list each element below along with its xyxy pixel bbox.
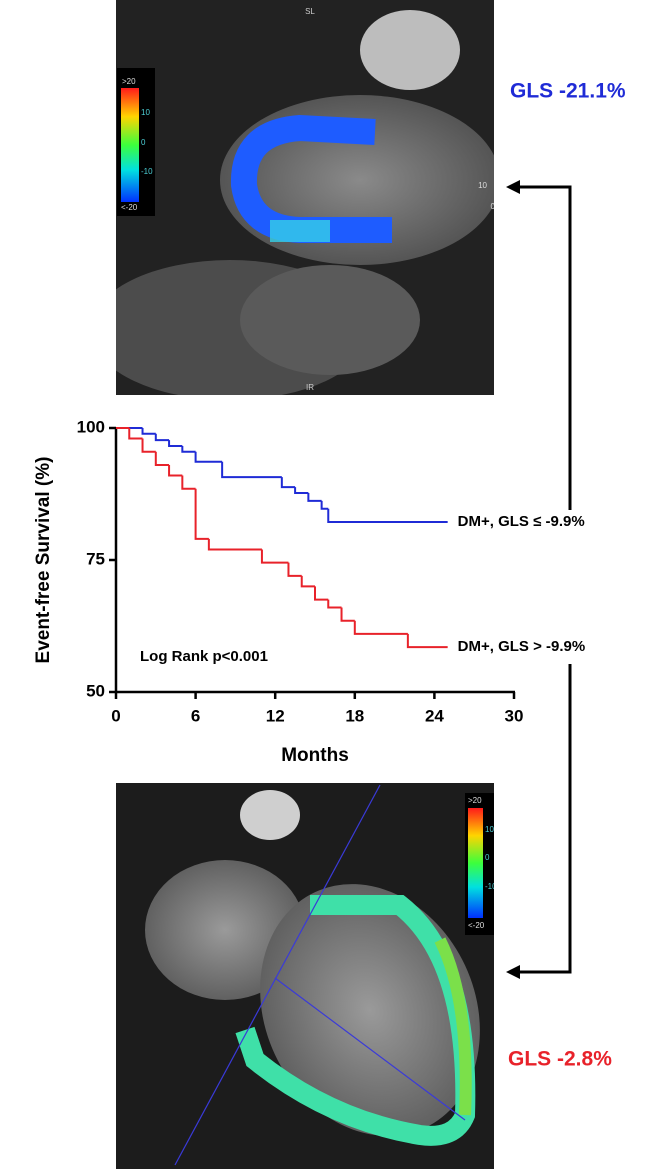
x-tick-label: 24 [425, 706, 444, 725]
km-step [353, 620, 408, 635]
km-step [168, 440, 183, 447]
colorbar [468, 808, 483, 918]
scale-label: 0 [491, 202, 496, 211]
km-step [168, 464, 183, 477]
orientation-letter: P [498, 183, 503, 190]
y-axis-label: Event-free Survival (%) [33, 457, 54, 664]
x-tick-label: 18 [345, 706, 364, 725]
km-step [207, 538, 262, 551]
gls-label: GLS -21.1% [510, 80, 626, 103]
x-tick-label: 30 [505, 706, 524, 725]
orientation-label: SL [305, 7, 315, 16]
km-step [128, 428, 143, 440]
orientation-letter: S [498, 201, 503, 208]
colorbar [121, 88, 139, 202]
y-tick-label: 100 [77, 417, 105, 436]
annotation: Log Rank p<0.001 [140, 648, 268, 665]
km-step [406, 633, 448, 649]
myocardium-segment [434, 937, 472, 1116]
km-step [154, 433, 170, 442]
km-step [327, 599, 342, 609]
km-step [260, 549, 289, 564]
scale-label: 10 [478, 181, 487, 190]
connector [518, 185, 572, 510]
myocardium [235, 895, 476, 1146]
colorbar-label: >20 [122, 77, 136, 86]
colorbar-label: -10 [485, 882, 497, 891]
y-tick-label: 75 [86, 549, 105, 568]
km-step [194, 488, 209, 540]
km-step [141, 438, 156, 453]
orientation-letter: R [498, 192, 503, 199]
colorbar-label: 10 [141, 108, 150, 117]
colorbar-label: <-20 [468, 921, 485, 930]
tissue [240, 265, 420, 375]
gls-label: GLS -2.8% [508, 1048, 612, 1071]
connector [518, 664, 572, 974]
mri-image-top: >20 10 0 -10 <-20 SL IR 10 0 P R S [116, 0, 503, 395]
arrowhead [506, 965, 520, 979]
series-label: DM+, GLS ≤ -9.9% [458, 513, 585, 530]
km-step [294, 487, 309, 494]
x-tick-label: 12 [266, 706, 285, 725]
km-step [300, 575, 315, 588]
km-step [221, 461, 282, 479]
x-tick-label: 6 [191, 706, 200, 725]
km-step [320, 500, 329, 510]
colorbar-label: >20 [468, 796, 482, 805]
km-step [307, 492, 322, 502]
y-tick-label: 50 [86, 681, 105, 700]
orientation-label: IR [306, 383, 314, 392]
arrowhead [506, 180, 520, 194]
km-step [141, 428, 156, 435]
reference-line [174, 784, 381, 1166]
km-chart: 50 75 100 0 6 12 18 24 30 Months Event-free Surviv… [33, 417, 585, 766]
km-step [280, 477, 296, 489]
colorbar-label: <-20 [121, 203, 138, 212]
tissue [360, 10, 460, 90]
km-step [327, 508, 448, 523]
colorbar-label: 10 [485, 825, 494, 834]
tissue [240, 790, 300, 840]
series-label: DM+, GLS > -9.9% [458, 638, 586, 655]
x-axis-label: Months [281, 745, 349, 766]
km-step [154, 451, 170, 466]
km-step [287, 562, 302, 577]
x-tick-label: 0 [111, 706, 120, 725]
km-step [181, 445, 196, 453]
reference-line [274, 977, 466, 1121]
colorbar-label: -10 [141, 167, 153, 176]
km-step [314, 586, 329, 601]
mri-image-bottom: >20 10 0 -10 <-20 [116, 783, 497, 1169]
km-step [340, 607, 355, 622]
colorbar-label: 0 [141, 138, 146, 147]
colorbar-label: 0 [485, 853, 490, 862]
myocardium-segment [270, 220, 330, 242]
km-step [181, 475, 196, 490]
km-step [194, 451, 223, 463]
